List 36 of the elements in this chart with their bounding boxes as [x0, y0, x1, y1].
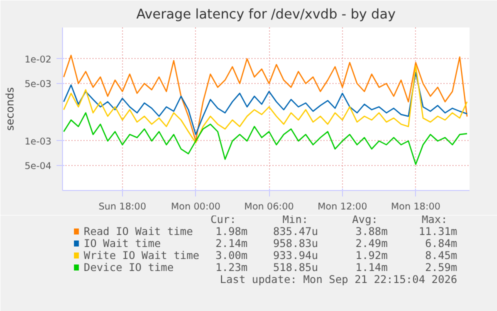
legend-label: Device IO time	[84, 261, 174, 274]
text: 2.14m	[215, 237, 248, 250]
x-tick-label: Mon 06:00	[244, 202, 294, 212]
text: 2.49m	[356, 237, 388, 250]
x-tick-label: Mon 18:00	[390, 202, 441, 212]
text: 8.45m	[425, 249, 458, 262]
y-axis-title: seconds	[4, 86, 17, 131]
text: 933.94u	[273, 249, 318, 262]
text: 6.84m	[425, 237, 458, 250]
text: 958.83u	[273, 237, 318, 250]
text: 11.31m	[418, 225, 458, 238]
y-tick-label: 1e-03	[24, 136, 52, 148]
text: 1.92m	[356, 249, 388, 262]
text: 2.59m	[425, 261, 458, 274]
text: Max:	[422, 213, 448, 226]
x-tick-label: Sun 18:00	[98, 202, 146, 212]
text: 3.88m	[356, 225, 388, 238]
text: Avg:	[352, 213, 378, 226]
y-tick-label: 5e-04	[24, 161, 52, 172]
text: 1.23m	[215, 261, 248, 274]
line-series	[63, 112, 468, 165]
text: 3.00m	[215, 249, 248, 262]
x-tick-label: Mon 12:00	[318, 202, 368, 212]
legend-label: Read IO Wait time	[84, 225, 193, 238]
text: Last update: Mon Sep 21 22:15:04 2026	[220, 273, 458, 286]
legend-label: Write IO Wait time	[84, 249, 200, 262]
y-tick-label: 5e-03	[24, 79, 52, 90]
chart-title: Average latency for /dev/xvdb - by day	[136, 8, 396, 22]
text: 518.85u	[273, 261, 318, 274]
legend-label: IO Wait time	[84, 237, 161, 250]
x-tick-label: Mon 00:00	[170, 202, 221, 212]
text: 1.98m	[215, 225, 248, 238]
y-tick-label: 1e-02	[24, 54, 52, 66]
line-series	[63, 72, 468, 136]
text: 1.14m	[356, 261, 388, 274]
text: 835.47u	[273, 225, 318, 238]
